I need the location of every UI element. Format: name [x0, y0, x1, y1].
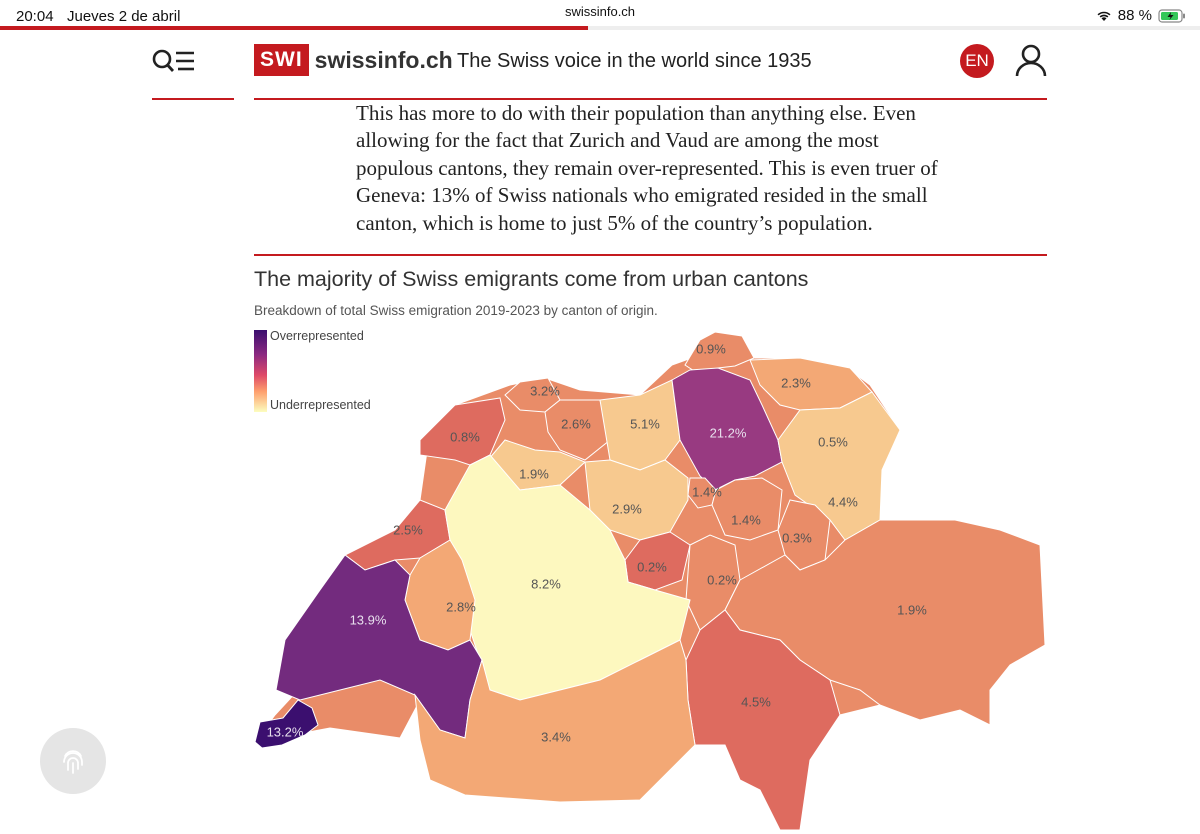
- canton-value-label: 4.5%: [741, 694, 771, 709]
- canton-region: [414, 639, 696, 803]
- header-rule: [254, 98, 1047, 100]
- status-bar: 20:04 Jueves 2 de abril swissinfo.ch 88 …: [0, 0, 1200, 30]
- canton-region: [254, 699, 319, 749]
- canton-value-label: 0.9%: [696, 341, 726, 356]
- search-menu-icon: [152, 49, 194, 72]
- account-button[interactable]: [1014, 43, 1048, 82]
- canton-value-label: 1.4%: [731, 512, 761, 527]
- url-label[interactable]: swissinfo.ch: [564, 4, 636, 19]
- article-paragraph: This has more to do with their populatio…: [356, 101, 938, 235]
- canton-value-label: 0.3%: [782, 530, 812, 545]
- canton-value-label: 0.5%: [818, 434, 848, 449]
- status-right: 88 %: [1096, 7, 1186, 24]
- canton-value-label: 2.3%: [781, 375, 811, 390]
- canton-value-label: 2.5%: [393, 522, 423, 537]
- reading-progress: [0, 26, 1200, 30]
- fingerprint-icon: [63, 750, 83, 774]
- canton-value-label: 1.9%: [519, 466, 549, 481]
- battery-percent: 88 %: [1117, 7, 1152, 24]
- canton-region: [544, 399, 611, 461]
- site-header: SWI swissinfo.ch The Swiss voice in the …: [0, 30, 1200, 100]
- fingerprint-button[interactable]: [40, 728, 106, 794]
- language-button[interactable]: EN: [960, 44, 994, 78]
- canton-value-label: 2.9%: [612, 501, 642, 516]
- canton-value-label: 3.4%: [541, 729, 571, 744]
- color-scale-legend: [254, 330, 267, 412]
- chart-subtitle: Breakdown of total Swiss emigration 2019…: [254, 303, 658, 318]
- canton-value-label: 2.6%: [561, 416, 591, 431]
- canton-value-label: 8.2%: [531, 576, 561, 591]
- date: Jueves 2 de abril: [67, 8, 181, 25]
- canton-region: [275, 554, 483, 739]
- canton-value-label: 0.2%: [637, 559, 667, 574]
- canton-value-label: 13.9%: [350, 612, 387, 627]
- user-icon: [1015, 44, 1047, 77]
- chart-title: The majority of Swiss emigrants come fro…: [254, 267, 809, 291]
- logo-badge: SWI: [254, 44, 309, 76]
- site-tagline: The Swiss voice in the world since 1935: [457, 50, 812, 72]
- canton-value-label: 3.2%: [530, 383, 560, 398]
- logo-text: swissinfo.ch: [314, 46, 453, 73]
- canton-value-label: 5.1%: [630, 416, 660, 431]
- site-logo[interactable]: SWI swissinfo.ch: [254, 44, 453, 76]
- canton-value-label: 0.2%: [707, 572, 737, 587]
- menu-search-button[interactable]: [152, 48, 196, 78]
- battery-icon: [1158, 8, 1185, 23]
- canton-region: [711, 477, 783, 541]
- canton-value-label: 2.8%: [446, 599, 476, 614]
- canton-value-label: 1.4%: [692, 484, 722, 499]
- canton-value-label: 13.2%: [267, 724, 304, 739]
- canton-region: [777, 391, 901, 541]
- chart-top-rule: [254, 254, 1047, 256]
- legend-high-label: Overrepresented: [270, 329, 364, 343]
- canton-value-label: 21.2%: [710, 425, 747, 440]
- legend-low-label: Underrepresented: [270, 398, 371, 412]
- reading-progress-fill: [0, 26, 588, 30]
- canton-value-label: 4.4%: [828, 494, 858, 509]
- clock: 20:04: [16, 8, 54, 25]
- canton-value-label: 0.8%: [450, 429, 480, 444]
- canton-value-label: 1.9%: [897, 602, 927, 617]
- menu-underline: [152, 98, 234, 100]
- wifi-icon: [1097, 11, 1111, 21]
